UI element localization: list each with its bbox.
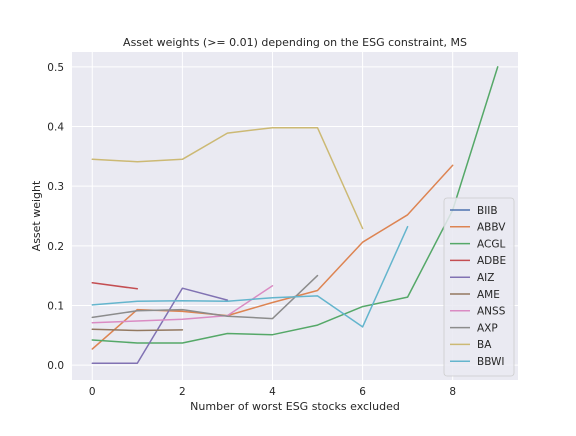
x-tick-label: 0 bbox=[89, 386, 96, 398]
series-line-acgl bbox=[91, 66, 499, 344]
y-tick-label: 0.5 bbox=[47, 62, 64, 74]
series-line-adbe bbox=[91, 282, 139, 290]
legend-label-anss: ANSS bbox=[477, 306, 506, 318]
series-lines bbox=[91, 66, 499, 365]
y-tick-label: 0.4 bbox=[47, 122, 64, 134]
legend: BIIB ABBV ACGL ADBE AIZ AME ANSS AXP BA BBWI bbox=[443, 197, 515, 377]
legend-label-ame: AME bbox=[477, 289, 500, 301]
legend-box bbox=[443, 197, 515, 377]
legend-label-bbwi: BBWI bbox=[477, 356, 505, 368]
legend-label-ba: BA bbox=[477, 339, 492, 351]
y-tick-label: 0.1 bbox=[47, 300, 64, 312]
legend-label-aiz: AIZ bbox=[477, 272, 494, 284]
legend-label-abbv: ABBV bbox=[477, 222, 506, 234]
series-line-bbwi bbox=[91, 225, 409, 328]
series-line-anss bbox=[91, 285, 274, 324]
legend-label-adbe: ADBE bbox=[477, 255, 506, 267]
y-tick-label: 0.2 bbox=[47, 241, 64, 253]
y-axis-label: Asset weight bbox=[30, 180, 43, 251]
x-tick-label: 6 bbox=[359, 386, 366, 398]
series-line-aiz bbox=[91, 287, 229, 365]
legend-label-axp: AXP bbox=[477, 322, 498, 334]
y-tick-label: 0.0 bbox=[47, 360, 64, 372]
legend-label-biib: BIIB bbox=[477, 205, 498, 217]
series-line-axp bbox=[91, 274, 319, 320]
x-axis-label: Number of worst ESG stocks excluded bbox=[190, 400, 400, 413]
y-tick-label: 0.3 bbox=[47, 181, 64, 193]
x-tick-label: 8 bbox=[449, 386, 456, 398]
x-tick-label: 2 bbox=[179, 386, 186, 398]
tick-labels: 0 2 4 6 8 0.0 0.1 0.2 0.3 0.4 0.5 bbox=[47, 62, 456, 398]
chart-title: Asset weights (>= 0.01) depending on the… bbox=[123, 36, 467, 49]
x-tick-label: 4 bbox=[269, 386, 276, 398]
series-line-ame bbox=[91, 328, 184, 332]
legend-label-acgl: ACGL bbox=[477, 238, 505, 250]
series-line-ba bbox=[91, 126, 364, 230]
